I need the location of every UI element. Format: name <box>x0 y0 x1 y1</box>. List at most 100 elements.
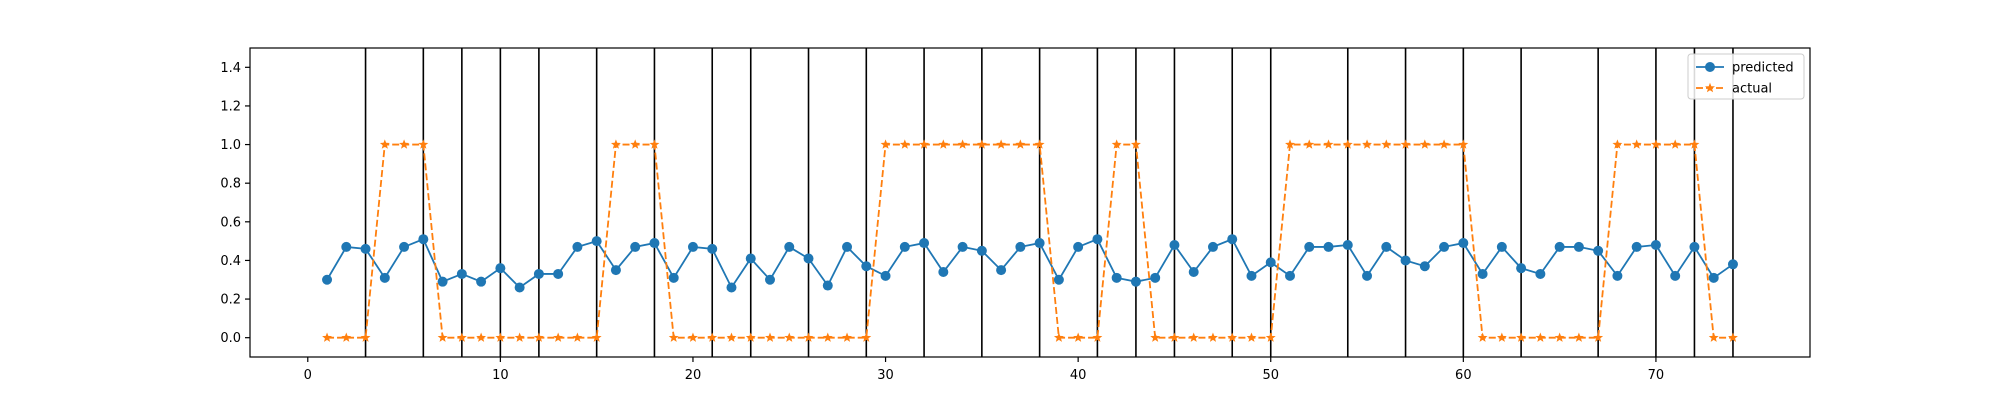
data-point-predicted <box>1169 239 1180 250</box>
data-point-predicted <box>726 282 737 293</box>
data-point-predicted <box>341 241 352 252</box>
data-point-actual <box>707 332 718 342</box>
data-point-actual <box>1092 332 1103 342</box>
data-point-predicted <box>1612 270 1623 281</box>
data-point-predicted <box>899 241 910 252</box>
data-point-actual <box>1458 139 1469 149</box>
x-tick-label: 10 <box>492 368 509 383</box>
data-point-predicted <box>919 238 930 249</box>
data-point-actual <box>1034 139 1045 149</box>
data-point-actual <box>610 139 621 149</box>
y-tick-label: 0.6 <box>220 215 241 230</box>
data-point-predicted <box>687 241 698 252</box>
data-point-actual <box>957 139 968 149</box>
data-point-predicted <box>1535 268 1546 279</box>
data-point-actual <box>1516 332 1527 342</box>
data-point-predicted <box>1323 241 1334 252</box>
data-point-predicted <box>996 265 1007 276</box>
x-tick-label: 40 <box>1070 368 1087 383</box>
data-point-predicted <box>1727 259 1738 270</box>
data-point-actual <box>553 332 564 342</box>
data-point-predicted <box>1670 270 1681 281</box>
data-point-actual <box>765 332 775 342</box>
series-line-predicted <box>326 238 1734 290</box>
data-point-predicted <box>399 241 410 252</box>
data-point-actual <box>630 139 641 149</box>
data-point-predicted <box>1439 241 1450 252</box>
y-tick-label: 0.2 <box>220 293 241 308</box>
data-point-predicted <box>1207 241 1218 252</box>
data-point-predicted <box>610 265 621 276</box>
y-tick-label: 0.8 <box>220 177 241 192</box>
x-tick-label: 70 <box>1648 368 1665 383</box>
data-point-predicted <box>322 274 333 285</box>
data-point-actual <box>1150 332 1161 342</box>
data-point-predicted <box>1419 261 1430 272</box>
data-point-predicted <box>572 241 583 252</box>
data-point-predicted <box>1381 241 1392 252</box>
data-point-actual <box>861 332 872 342</box>
y-tick-label: 1.4 <box>220 61 241 76</box>
data-point-actual <box>591 332 602 342</box>
data-point-predicted <box>1342 239 1353 250</box>
data-point-predicted <box>1034 238 1045 249</box>
data-point-actual <box>437 332 448 342</box>
data-point-predicted <box>1150 272 1161 283</box>
data-point-predicted <box>668 272 679 283</box>
data-point-predicted <box>1285 270 1295 281</box>
data-point-actual <box>1535 332 1546 342</box>
data-point-predicted <box>514 282 525 293</box>
data-point-actual <box>1188 332 1199 342</box>
data-point-predicted <box>630 241 641 252</box>
legend: predicted actual <box>1687 53 1805 100</box>
data-point-actual <box>1650 139 1661 149</box>
data-point-actual <box>360 332 371 342</box>
data-point-actual <box>899 139 910 149</box>
data-point-actual <box>1400 139 1411 149</box>
data-point-actual <box>1111 139 1122 149</box>
data-point-predicted <box>1516 263 1527 274</box>
data-point-actual <box>1419 139 1430 149</box>
data-point-predicted <box>1400 255 1411 266</box>
data-point-predicted <box>1593 245 1604 256</box>
data-point-actual <box>1593 332 1604 342</box>
data-point-actual <box>649 139 660 149</box>
data-point-predicted <box>880 270 891 281</box>
data-point-predicted <box>784 241 795 252</box>
plot-area-frame <box>249 47 1811 358</box>
data-point-actual <box>1496 332 1507 342</box>
data-point-actual <box>418 139 429 149</box>
data-point-predicted <box>976 245 987 256</box>
data-point-actual <box>880 139 891 149</box>
data-point-predicted <box>1227 234 1238 245</box>
y-tick-label: 1.0 <box>220 138 241 153</box>
data-point-actual <box>803 332 814 342</box>
data-point-actual <box>495 332 506 342</box>
x-tick-label: 0 <box>304 368 312 383</box>
data-point-predicted <box>379 272 390 283</box>
data-point-actual <box>1208 332 1218 342</box>
data-point-actual <box>1169 332 1180 342</box>
data-point-actual <box>1708 332 1719 342</box>
data-point-predicted <box>1073 241 1084 252</box>
data-point-actual <box>996 139 1007 149</box>
data-point-predicted <box>553 268 564 279</box>
data-point-actual <box>1362 139 1372 149</box>
y-tick-label: 0.0 <box>220 331 241 346</box>
data-point-actual <box>1381 139 1392 149</box>
data-point-predicted <box>707 243 718 254</box>
x-axis: 0 10 20 30 40 50 60 70 <box>304 357 1665 383</box>
y-tick-label: 1.2 <box>220 99 241 114</box>
data-point-predicted <box>1689 241 1700 252</box>
data-point-actual <box>1015 139 1026 149</box>
legend-marker-actual <box>1705 82 1715 93</box>
data-point-predicted <box>495 263 506 274</box>
data-point-actual <box>842 332 852 342</box>
data-point-actual <box>1285 139 1295 149</box>
data-point-actual <box>1477 332 1488 342</box>
data-point-predicted <box>1477 268 1488 279</box>
data-point-predicted <box>1304 241 1315 252</box>
data-point-predicted <box>765 274 775 285</box>
